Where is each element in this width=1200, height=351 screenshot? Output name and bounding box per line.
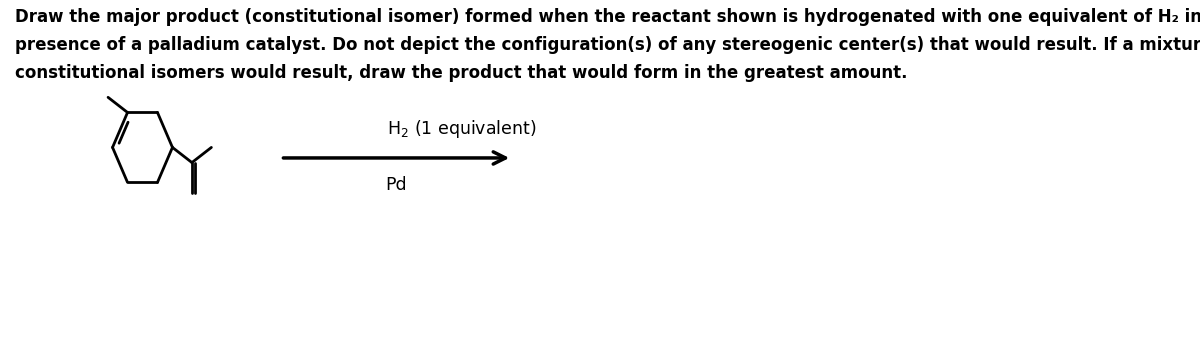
Text: H$_2$ (1 equivalent): H$_2$ (1 equivalent) <box>388 118 536 140</box>
Text: Pd: Pd <box>385 176 407 194</box>
Text: constitutional isomers would result, draw the product that would form in the gre: constitutional isomers would result, dra… <box>14 64 907 82</box>
Text: Draw the major product (constitutional isomer) formed when the reactant shown is: Draw the major product (constitutional i… <box>14 8 1200 26</box>
Text: presence of a palladium catalyst. Do not depict the configuration(s) of any ster: presence of a palladium catalyst. Do not… <box>14 36 1200 54</box>
